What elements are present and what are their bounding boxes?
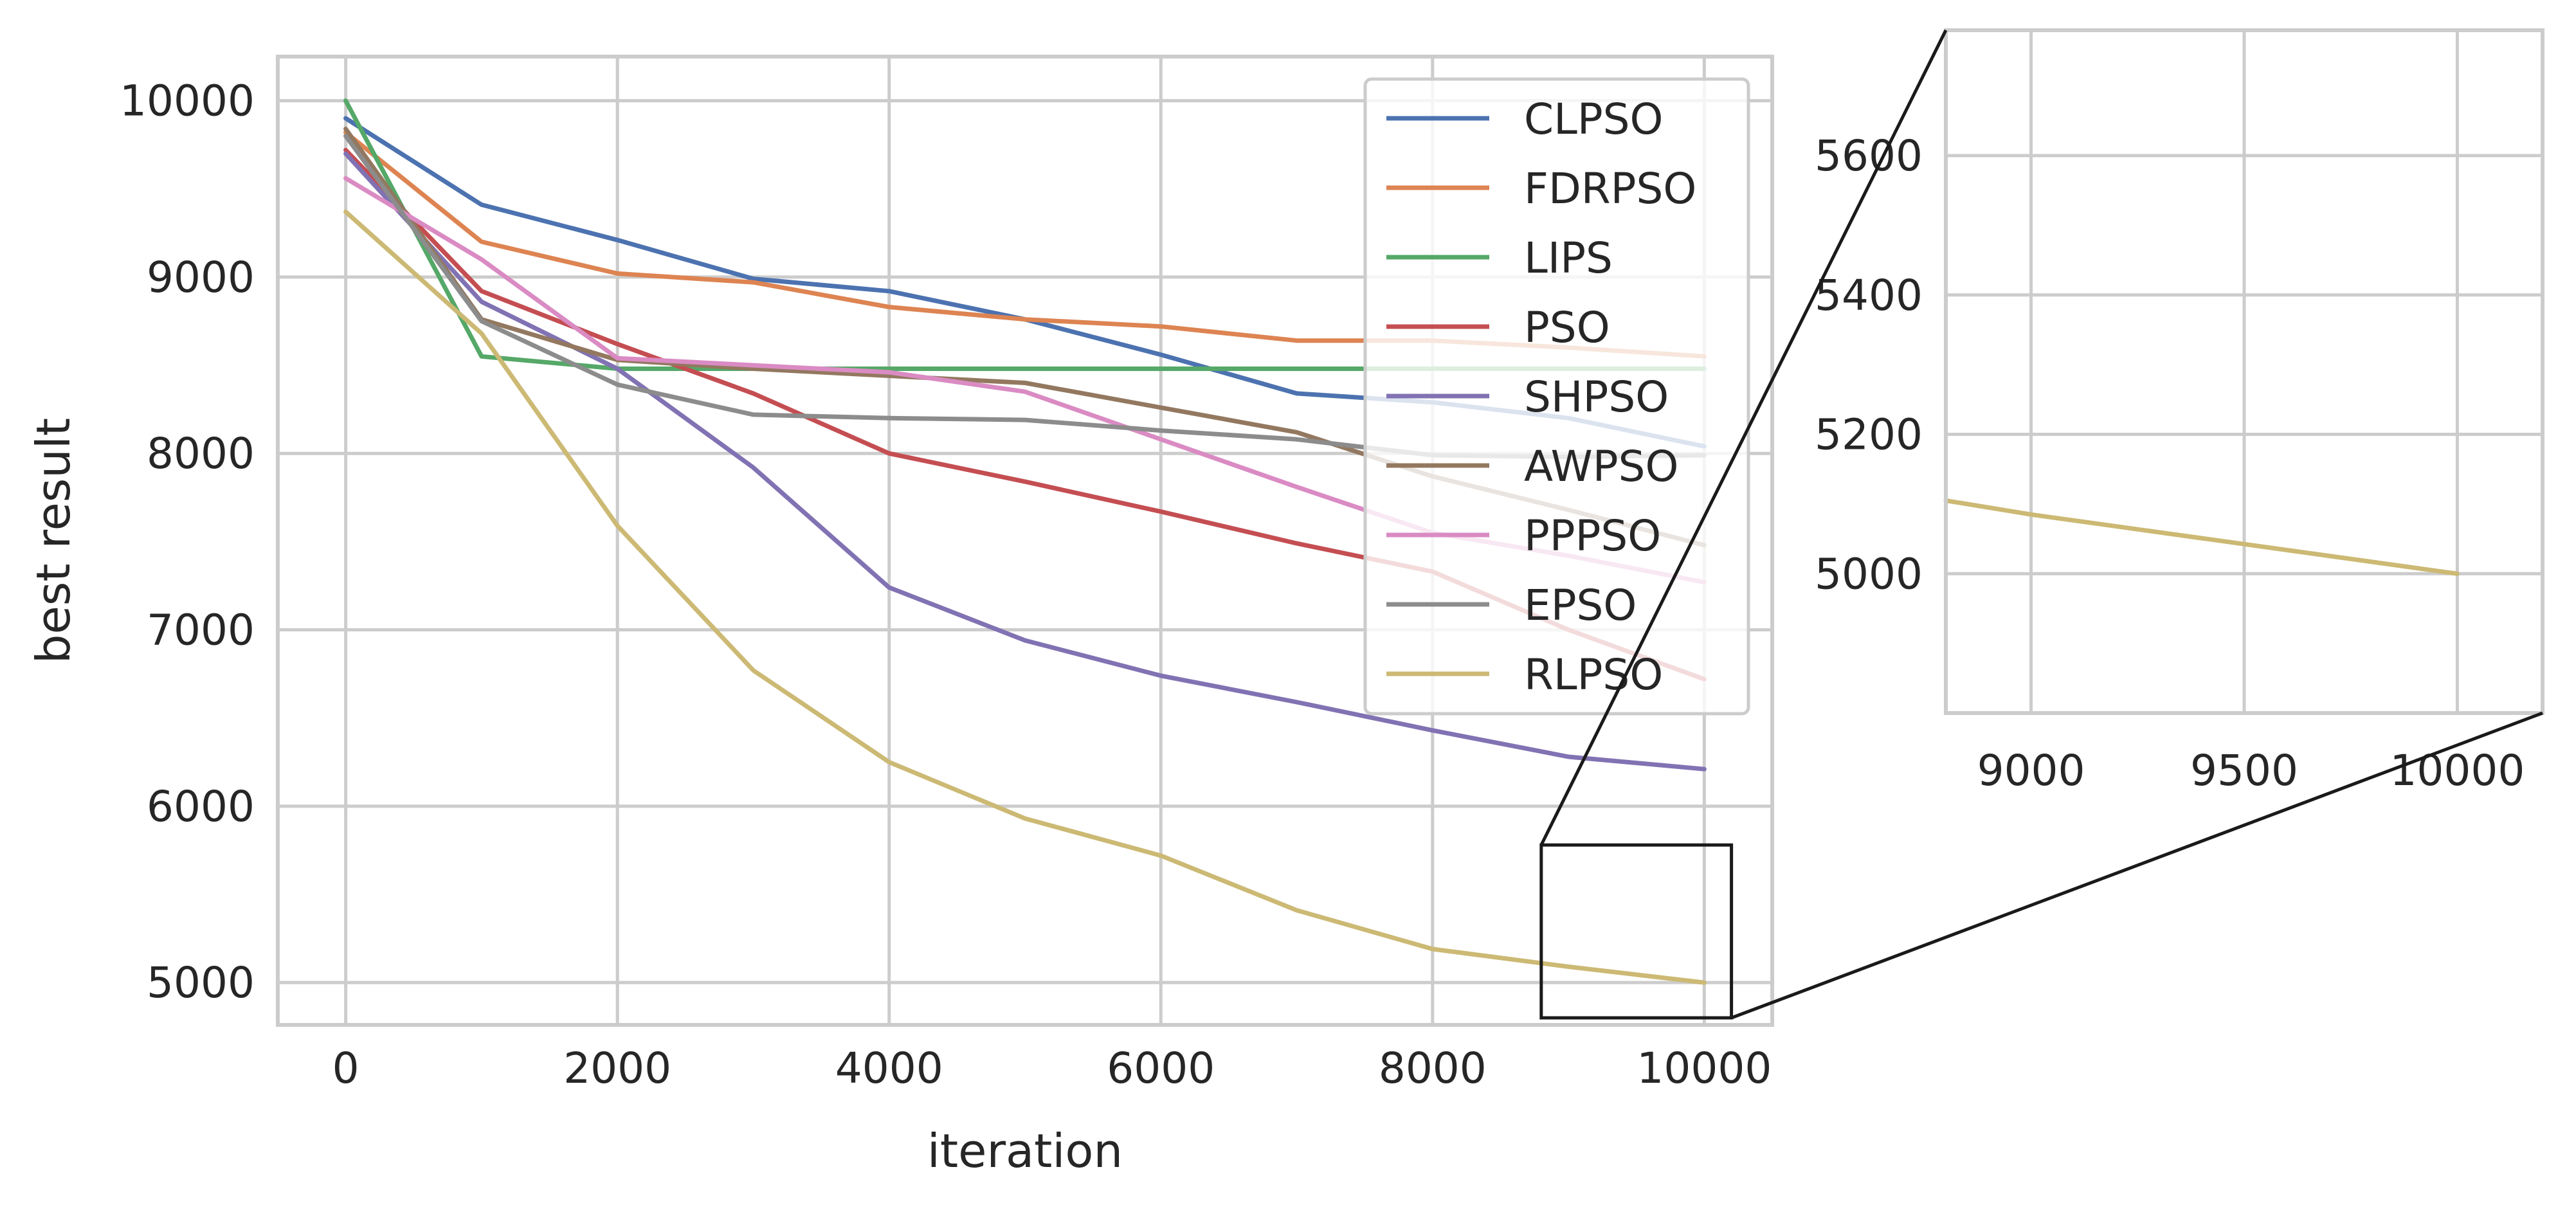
legend-label-shpso: SHPSO bbox=[1524, 372, 1669, 422]
y-tick-label: 6000 bbox=[147, 782, 255, 831]
inset-y-tick-labels: 5000 5200 5400 5600 bbox=[1815, 131, 1923, 599]
legend-label-pppso: PPPSO bbox=[1524, 511, 1661, 561]
y-tick-label: 9000 bbox=[147, 253, 255, 302]
inset-x-tick-label: 9000 bbox=[1977, 746, 2085, 795]
x-tick-label: 6000 bbox=[1107, 1044, 1215, 1093]
legend-label-clpso: CLPSO bbox=[1524, 95, 1664, 144]
zoom-region-box bbox=[1539, 843, 1734, 1020]
zoom-connector-line bbox=[1539, 29, 1948, 846]
inset-gridlines bbox=[1946, 30, 2543, 713]
inset-y-tick-label: 5000 bbox=[1815, 549, 1923, 599]
main-plot-frame bbox=[276, 55, 1774, 1027]
legend-label-epso: EPSO bbox=[1524, 581, 1637, 630]
y-tick-label: 7000 bbox=[147, 606, 255, 655]
main-x-tick-labels: 0 2000 4000 6000 8000 10000 bbox=[332, 1044, 1772, 1093]
legend-box bbox=[1363, 77, 1750, 716]
inset-x-tick-labels: 9000 9500 10000 bbox=[1977, 746, 2525, 795]
x-tick-label: 0 bbox=[332, 1044, 359, 1093]
inset-y-tick-label: 5200 bbox=[1815, 410, 1923, 460]
legend-label-rlpso: RLPSO bbox=[1524, 650, 1663, 700]
inset-y-tick-label: 5400 bbox=[1815, 271, 1923, 320]
y-tick-label: 5000 bbox=[147, 958, 255, 1008]
x-tick-label: 4000 bbox=[835, 1044, 943, 1093]
zoom-connector-line bbox=[1730, 711, 2543, 1020]
inset-series-lines bbox=[1943, 498, 2460, 576]
inset-y-tick-label: 5600 bbox=[1815, 131, 1923, 181]
inset-plot-frame bbox=[1944, 28, 2544, 715]
y-axis-label: best result bbox=[26, 418, 80, 664]
legend-label-fdrpso: FDRPSO bbox=[1524, 164, 1696, 213]
legend-label-awpso: AWPSO bbox=[1524, 442, 1678, 491]
series-line-rlpso bbox=[343, 209, 1707, 985]
y-tick-label: 8000 bbox=[147, 429, 255, 478]
inset-x-tick-label: 10000 bbox=[2390, 746, 2525, 795]
legend-label-lips: LIPS bbox=[1524, 233, 1613, 283]
y-tick-label: 10000 bbox=[120, 77, 255, 126]
legend: CLPSO FDRPSO LIPS PSO SHPSO AWPSO PPPSO EPSO RLP… bbox=[1363, 77, 1750, 716]
x-tick-label: 10000 bbox=[1637, 1044, 1772, 1093]
legend-label-pso: PSO bbox=[1524, 303, 1610, 352]
x-axis-label: iteration bbox=[927, 1124, 1123, 1178]
inset-x-tick-label: 9500 bbox=[2190, 746, 2298, 795]
x-tick-label: 8000 bbox=[1379, 1044, 1487, 1093]
x-tick-label: 2000 bbox=[563, 1044, 671, 1093]
inset-series-line-rlpso bbox=[1943, 498, 2460, 576]
main-y-tick-labels: 5000 6000 7000 8000 9000 10000 bbox=[120, 77, 255, 1008]
